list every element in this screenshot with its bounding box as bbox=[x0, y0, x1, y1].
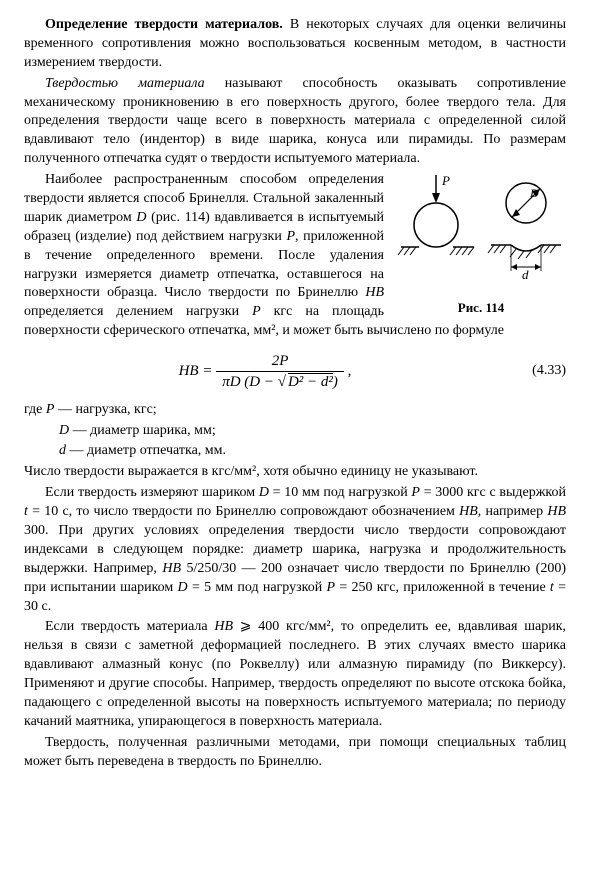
formula-433: HB = 2P πD (D − √D² − d²) , (4.33) bbox=[24, 351, 566, 393]
p2-lead: Твердостью материала bbox=[45, 76, 205, 91]
heading-lead: Определение твердости материалов. bbox=[45, 17, 283, 32]
para-5: Если твердость измеряют шариком D = 10 м… bbox=[24, 484, 566, 616]
figure-svg: P D bbox=[396, 175, 566, 295]
formula-body: HB = 2P πD (D − √D² − d²) , bbox=[24, 351, 506, 393]
def-d2: d — диаметр отпечатка, мм. bbox=[24, 442, 566, 461]
para-heading: Определение твердости материалов. В неко… bbox=[24, 16, 566, 73]
figure-caption: Рис. 114 bbox=[396, 299, 566, 317]
para-7: Твердость, полученная различными методам… bbox=[24, 734, 566, 772]
equation-number: (4.33) bbox=[506, 362, 566, 381]
para-4: Число твердости выражается в кгс/мм², хо… bbox=[24, 463, 566, 482]
para-6: Если твердость материала HB ⩾ 400 кгс/мм… bbox=[24, 618, 566, 731]
figure-114: P D bbox=[396, 175, 566, 317]
def-d: D — диаметр шарика, мм; bbox=[24, 422, 566, 441]
fig-label-d-lower: d bbox=[522, 267, 529, 282]
fig-label-p: P bbox=[441, 175, 450, 188]
fig-label-d-upper: D bbox=[529, 186, 539, 200]
def-where: где P — нагрузка, кгс; bbox=[24, 401, 566, 420]
para-2: Твердостью материала называют способност… bbox=[24, 75, 566, 169]
